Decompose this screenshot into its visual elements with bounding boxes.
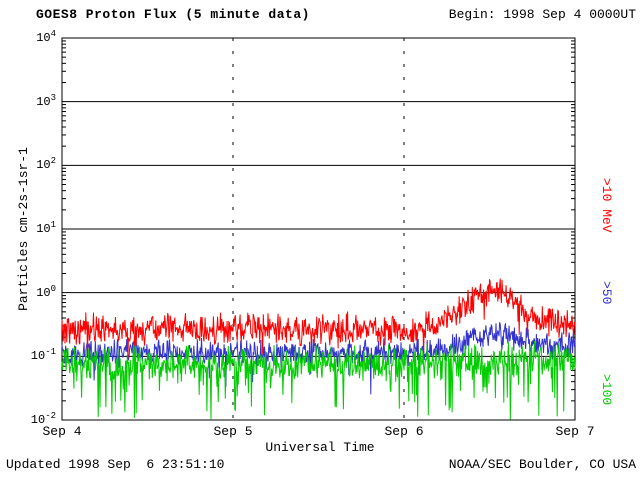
- begin-label: Begin: 1998 Sep 4 0000UT: [448, 7, 636, 22]
- y-tick-label: 10-2: [30, 411, 56, 428]
- y-tick-label: 100: [36, 283, 56, 300]
- series-label: >50: [599, 281, 614, 305]
- y-tick-label: 104: [36, 29, 56, 46]
- y-tick-label: 10-1: [30, 347, 56, 364]
- y-tick-label: 101: [36, 220, 56, 237]
- x-tick-label: Sep 5: [213, 424, 253, 439]
- y-tick-label: 103: [36, 92, 56, 109]
- chart-title: GOES8 Proton Flux (5 minute data): [36, 7, 310, 22]
- credit-label: NOAA/SEC Boulder, CO USA: [448, 457, 636, 472]
- x-axis-label: Universal Time: [265, 440, 375, 455]
- x-tick-label: Sep 7: [555, 424, 595, 439]
- updated-timestamp: Updated 1998 Sep 6 23:51:10: [6, 457, 225, 472]
- y-tick-label: 102: [36, 156, 56, 173]
- x-tick-label: Sep 4: [42, 424, 82, 439]
- x-tick-label: Sep 6: [384, 424, 424, 439]
- series-label: >100: [599, 374, 614, 406]
- series-label: >10 MeV: [599, 177, 614, 233]
